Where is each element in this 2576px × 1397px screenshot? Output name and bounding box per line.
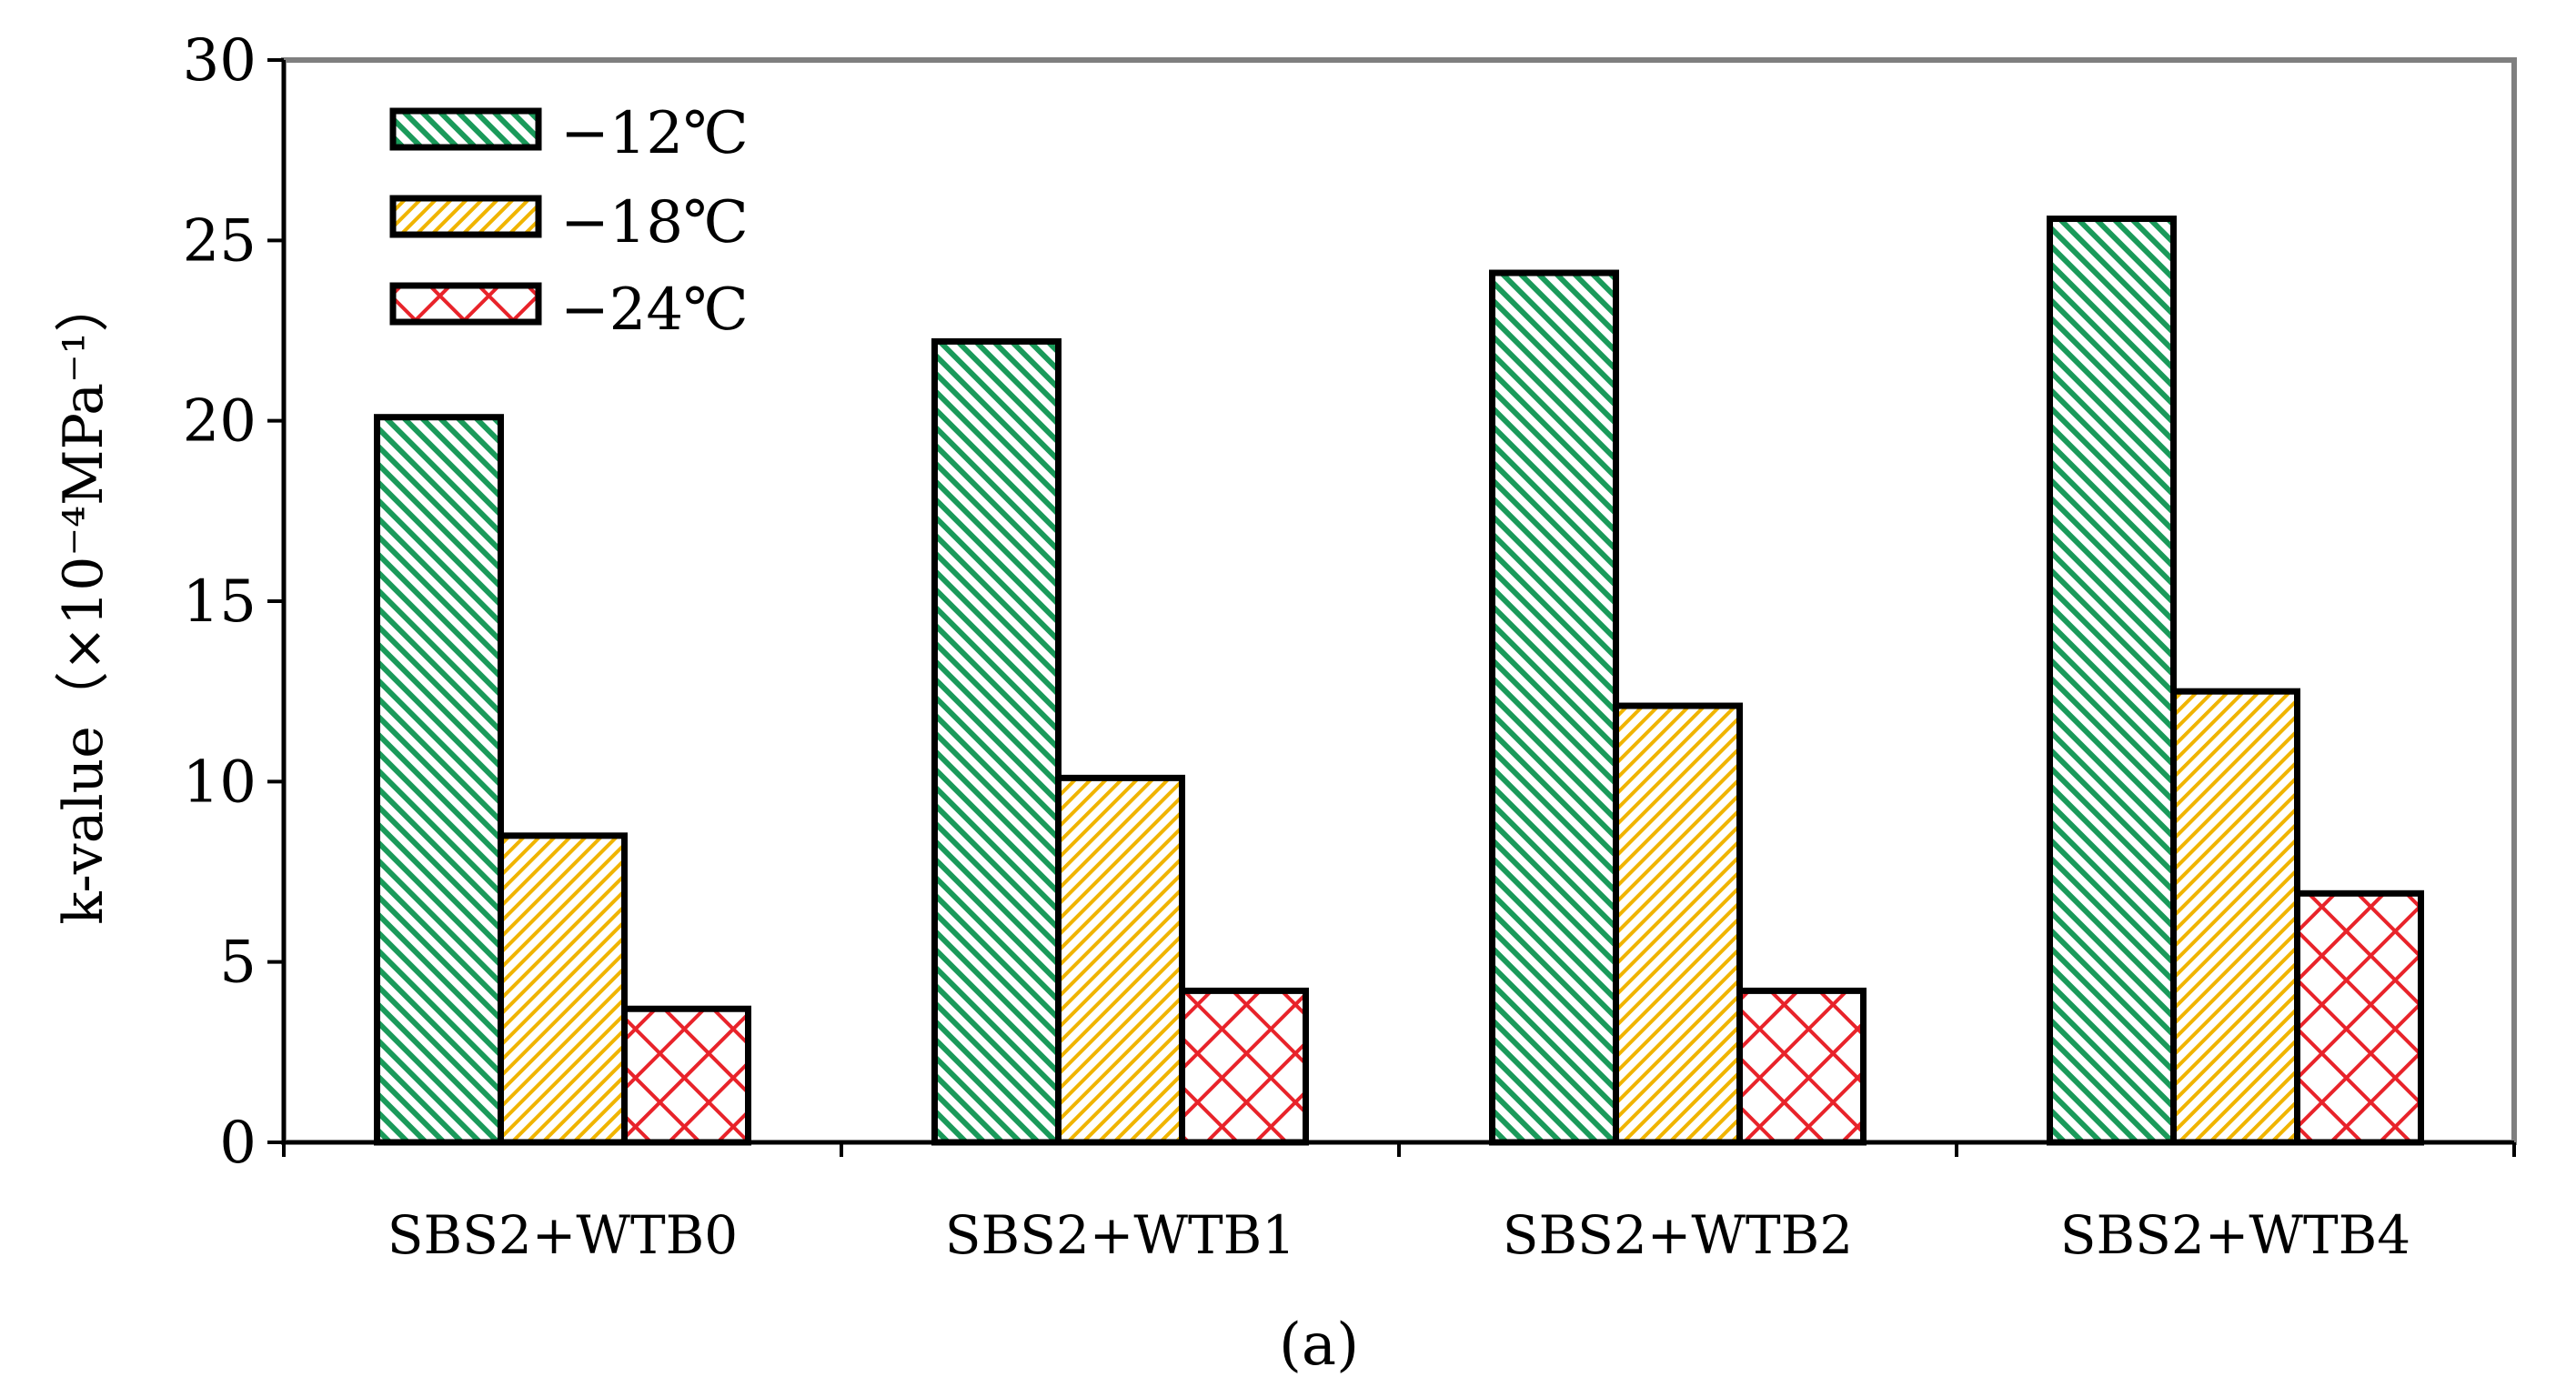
bar-sbs2-wtb1-series-1 <box>1055 774 1185 1146</box>
bars <box>374 216 2424 1146</box>
bar-sbs2-wtb4-series-0 <box>2047 216 2177 1146</box>
legend: −12℃ −18℃ −24℃ <box>389 100 749 344</box>
category-label-3: SBS2+WTB4 <box>2060 1204 2410 1266</box>
y-tick-label-1: 5 <box>219 930 257 997</box>
legend-label-0: −12℃ <box>560 100 749 167</box>
bar-sbs2-wtb0-series-0 <box>374 414 504 1146</box>
category-labels: SBS2+WTB0 SBS2+WTB1 SBS2+WTB2 SBS2+WTB4 <box>387 1204 2410 1266</box>
bar-sbs2-wtb1-series-0 <box>931 337 1062 1146</box>
category-label-0: SBS2+WTB0 <box>387 1204 738 1266</box>
legend-label-1: −18℃ <box>560 189 749 256</box>
category-label-1: SBS2+WTB1 <box>945 1204 1295 1266</box>
y-tick-label-3: 15 <box>183 568 257 636</box>
legend-swatch-0 <box>389 107 542 151</box>
y-axis-title: k-value（×10⁻⁴MPa⁻¹） <box>52 277 116 925</box>
bar-sbs2-wtb4-series-2 <box>2294 889 2424 1146</box>
bar-sbs2-wtb0-series-2 <box>621 1005 751 1146</box>
category-label-2: SBS2+WTB2 <box>1503 1204 1853 1266</box>
legend-swatch-1 <box>389 195 542 238</box>
y-tick-label-5: 25 <box>183 207 257 275</box>
y-ticks: 0 5 10 15 20 25 30 <box>183 27 284 1177</box>
bar-sbs2-wtb4-series-1 <box>2170 688 2300 1146</box>
bar-sbs2-wtb2-series-0 <box>1489 269 1619 1146</box>
y-tick-label-2: 10 <box>183 749 257 816</box>
y-tick-label-0: 0 <box>219 1110 257 1177</box>
legend-swatch-2 <box>389 282 542 326</box>
bar-sbs2-wtb0-series-1 <box>498 832 628 1146</box>
legend-label-2: −24℃ <box>560 276 749 344</box>
x-ticks <box>282 1142 2516 1157</box>
bar-sbs2-wtb2-series-2 <box>1736 987 1867 1146</box>
y-tick-label-4: 20 <box>183 388 257 456</box>
bar-sbs2-wtb1-series-2 <box>1179 987 1309 1146</box>
panel-label: (a) <box>1279 1312 1359 1379</box>
bar-sbs2-wtb2-series-1 <box>1613 702 1743 1146</box>
y-tick-label-6: 30 <box>183 27 257 95</box>
